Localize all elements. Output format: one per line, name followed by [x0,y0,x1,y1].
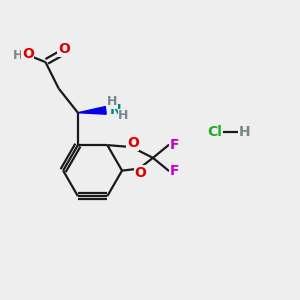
Text: N: N [110,103,121,117]
Text: Cl: Cl [207,125,222,139]
Text: F: F [170,164,179,178]
Text: F: F [170,138,179,152]
Text: H: H [118,109,129,122]
Text: H: H [107,95,118,108]
Text: O: O [22,47,34,61]
Text: O: O [127,136,139,150]
Text: O: O [58,42,70,56]
Text: H: H [238,125,250,139]
Polygon shape [78,106,106,114]
Text: H: H [13,49,23,62]
Text: O: O [134,166,146,180]
